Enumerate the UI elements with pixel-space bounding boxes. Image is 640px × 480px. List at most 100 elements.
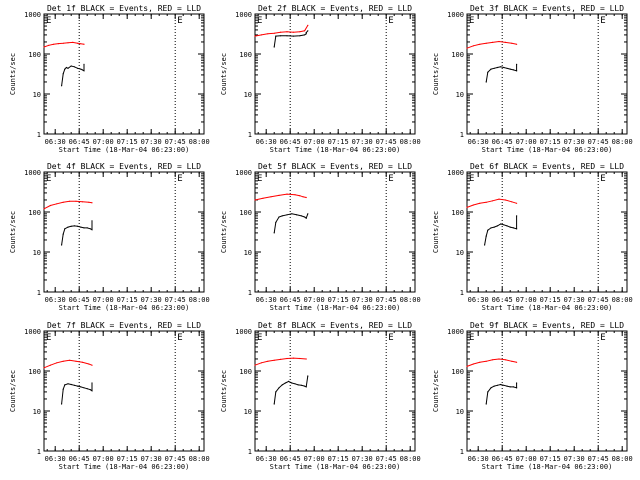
lld-data-point: [56, 362, 58, 364]
events-data-point: [62, 73, 64, 75]
marker-label: E: [257, 174, 262, 184]
events-data-point: [91, 229, 93, 231]
lld-data-point: [492, 41, 494, 44]
lld-data-point: [48, 44, 50, 46]
x-tick-label: 07:45: [376, 296, 397, 304]
lld-data-point: [299, 357, 301, 360]
events-data-point: [496, 225, 498, 227]
panel-title: Det 9f BLACK = Events, RED = LLD: [470, 321, 624, 330]
events-series-line: [61, 220, 93, 246]
lld-data-point: [479, 202, 481, 204]
events-data-point: [275, 221, 277, 223]
lld-data-point: [75, 200, 77, 202]
marker-label: E: [469, 174, 474, 184]
x-tick-label: 07:15: [540, 296, 561, 304]
lld-data-point: [254, 35, 256, 37]
events-data-point: [80, 68, 82, 70]
x-axis-label: Start Time (18-Mar-04 06:23:00): [482, 304, 613, 312]
events-data-point: [64, 384, 66, 386]
x-tick-label: 07:30: [141, 138, 162, 146]
panel-6: Det 6f BLACK = Events, RED = LLD 1 10 100 10…: [432, 162, 633, 312]
events-data-point: [487, 391, 489, 393]
events-data-point: [305, 386, 307, 388]
x-axis-label: Start Time (18-Mar-04 06:23:00): [59, 304, 190, 312]
plot-frame: [466, 171, 628, 293]
x-tick-label: 07:30: [352, 138, 373, 146]
events-data-point: [307, 30, 309, 32]
lld-data-point: [88, 201, 90, 203]
plot-frame: [43, 330, 205, 452]
events-data-point: [294, 383, 296, 385]
x-tick-label: 06:30: [256, 296, 277, 304]
lld-data-point: [91, 364, 93, 366]
events-data-point: [64, 68, 66, 70]
plot-frame: [254, 171, 416, 293]
y-tick-label: 100: [28, 51, 41, 59]
y-tick-label: 10: [33, 91, 41, 99]
lld-data-point: [307, 24, 309, 26]
lld-data-point: [485, 42, 487, 44]
events-data-point: [297, 384, 299, 386]
lld-data-point: [516, 43, 518, 45]
plot-frame: [43, 13, 205, 135]
y-axis-label: Counts/sec: [432, 211, 440, 253]
x-tick-label: 07:15: [328, 455, 349, 463]
events-series-line: [61, 64, 85, 86]
events-data-point: [512, 69, 515, 71]
panel-1: Det 1f BLACK = Events, RED = LLD 1 10 100 10…: [9, 4, 210, 154]
events-data-point: [307, 375, 309, 377]
events-data-point: [288, 380, 290, 382]
x-tick-label: 06:45: [69, 138, 90, 146]
x-tick-label: 06:30: [256, 455, 277, 463]
x-tick-label: 08:00: [189, 138, 210, 146]
lld-data-point: [516, 361, 518, 363]
x-axis-label: Start Time (18-Mar-04 06:23:00): [482, 146, 613, 154]
x-tick-label: 07:00: [304, 455, 325, 463]
events-data-point: [61, 403, 63, 405]
events-data-point: [506, 385, 508, 387]
panel-title: Det 2f BLACK = Events, RED = LLD: [258, 4, 412, 13]
y-tick-label: 100: [451, 368, 464, 376]
lld-data-point: [280, 358, 282, 360]
y-tick-label: 1000: [235, 11, 252, 19]
x-tick-label: 07:00: [93, 296, 114, 304]
lld-data-point: [504, 41, 506, 44]
y-axis-label: Counts/sec: [220, 211, 228, 253]
panel-2: Det 2f BLACK = Events, RED = LLD 1 10 100 10…: [220, 4, 421, 154]
events-data-point: [77, 385, 79, 387]
x-axis-label: Start Time (18-Mar-04 06:23:00): [270, 146, 401, 154]
events-data-point: [509, 386, 511, 388]
panel-9: Det 9f BLACK = Events, RED = LLD 1 10 100 10…: [432, 321, 633, 471]
events-data-point: [485, 403, 487, 405]
x-tick-label: 07:45: [165, 296, 186, 304]
lld-data-point: [273, 359, 275, 361]
x-tick-label: 07:30: [564, 296, 585, 304]
events-data-point: [278, 216, 280, 218]
events-data-point: [516, 70, 518, 72]
panel-title: Det 6f BLACK = Events, RED = LLD: [470, 162, 624, 171]
y-axis-label: Counts/sec: [220, 53, 228, 95]
events-data-point: [506, 225, 508, 227]
y-tick-label: 1000: [24, 11, 41, 19]
lld-data-point: [516, 202, 518, 204]
lld-data-point: [511, 201, 513, 203]
marker-label: E: [46, 174, 51, 184]
lld-series-line: [43, 359, 93, 369]
events-data-point: [516, 215, 518, 217]
marker-label: E: [600, 174, 605, 184]
lld-data-point: [81, 201, 83, 203]
y-tick-label: 1000: [235, 328, 252, 336]
x-tick-label: 07:30: [352, 455, 373, 463]
panel-4: Det 4f BLACK = Events, RED = LLD 1 10 100 10…: [9, 162, 210, 312]
panel-title: Det 7f BLACK = Events, RED = LLD: [47, 321, 201, 330]
events-data-point: [300, 215, 302, 217]
y-tick-label: 1: [460, 289, 464, 297]
lld-data-point: [485, 360, 487, 362]
events-data-point: [61, 244, 63, 246]
x-tick-label: 07:30: [352, 296, 373, 304]
x-tick-label: 07:00: [93, 138, 114, 146]
y-tick-label: 1: [37, 289, 41, 297]
lld-data-point: [75, 360, 77, 362]
x-tick-label: 07:00: [516, 138, 537, 146]
panel-title: Det 3f BLACK = Events, RED = LLD: [470, 4, 624, 13]
